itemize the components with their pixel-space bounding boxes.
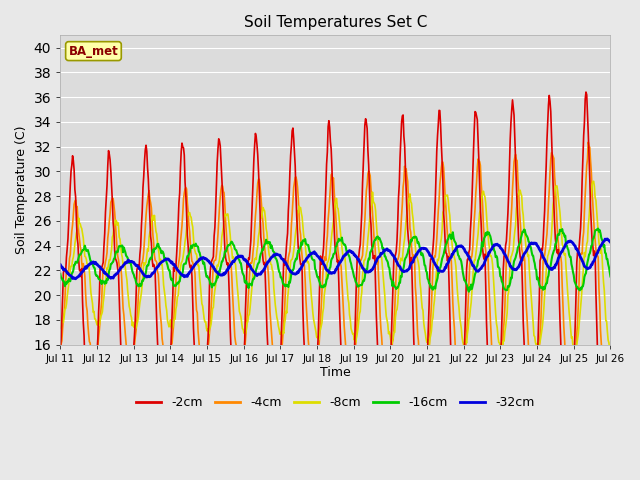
-8cm: [179, 256, 187, 262]
-32cm: [419, 246, 427, 252]
Line: -2cm: -2cm: [60, 92, 611, 463]
Line: -16cm: -16cm: [60, 228, 611, 292]
Y-axis label: Soil Temperature (C): Soil Temperature (C): [15, 126, 28, 254]
-8cm: [572, 351, 579, 357]
-8cm: [607, 350, 614, 356]
-8cm: [208, 314, 216, 320]
-2cm: [607, 364, 614, 370]
-2cm: [582, 89, 590, 95]
-16cm: [56, 271, 64, 276]
-2cm: [123, 413, 131, 419]
-4cm: [403, 166, 410, 172]
-8cm: [403, 217, 410, 223]
-32cm: [67, 273, 74, 278]
-4cm: [584, 139, 592, 145]
Text: BA_met: BA_met: [68, 45, 118, 58]
Line: -8cm: -8cm: [60, 181, 611, 354]
-4cm: [179, 211, 187, 216]
Legend: -2cm, -4cm, -8cm, -16cm, -32cm: -2cm, -4cm, -8cm, -16cm, -32cm: [131, 391, 540, 414]
-32cm: [209, 264, 216, 269]
Line: -4cm: -4cm: [60, 142, 611, 399]
-32cm: [607, 240, 614, 245]
-16cm: [465, 289, 473, 295]
-16cm: [208, 285, 216, 290]
-4cm: [123, 348, 131, 354]
-16cm: [67, 278, 74, 284]
-16cm: [595, 226, 602, 231]
-16cm: [419, 251, 426, 256]
Title: Soil Temperatures Set C: Soil Temperatures Set C: [244, 15, 427, 30]
-32cm: [403, 268, 411, 274]
-2cm: [208, 258, 216, 264]
-8cm: [56, 325, 64, 331]
-4cm: [56, 350, 64, 356]
-2cm: [419, 438, 426, 444]
-16cm: [607, 274, 614, 279]
-16cm: [179, 269, 187, 275]
-4cm: [208, 292, 216, 298]
-4cm: [419, 377, 426, 383]
-2cm: [67, 182, 74, 188]
-2cm: [179, 144, 187, 150]
X-axis label: Time: Time: [320, 366, 351, 379]
-32cm: [56, 262, 64, 267]
-2cm: [403, 184, 410, 190]
-4cm: [603, 396, 611, 402]
-4cm: [607, 382, 614, 388]
-2cm: [600, 460, 608, 466]
Line: -32cm: -32cm: [60, 239, 611, 279]
-32cm: [124, 258, 131, 264]
-16cm: [123, 254, 131, 260]
-32cm: [604, 236, 611, 242]
-32cm: [180, 272, 188, 278]
-4cm: [67, 252, 74, 258]
-8cm: [419, 305, 426, 311]
-16cm: [403, 254, 410, 260]
-2cm: [56, 345, 64, 351]
-8cm: [67, 266, 74, 272]
-32cm: [72, 276, 79, 282]
-8cm: [590, 179, 598, 184]
-8cm: [123, 277, 131, 283]
